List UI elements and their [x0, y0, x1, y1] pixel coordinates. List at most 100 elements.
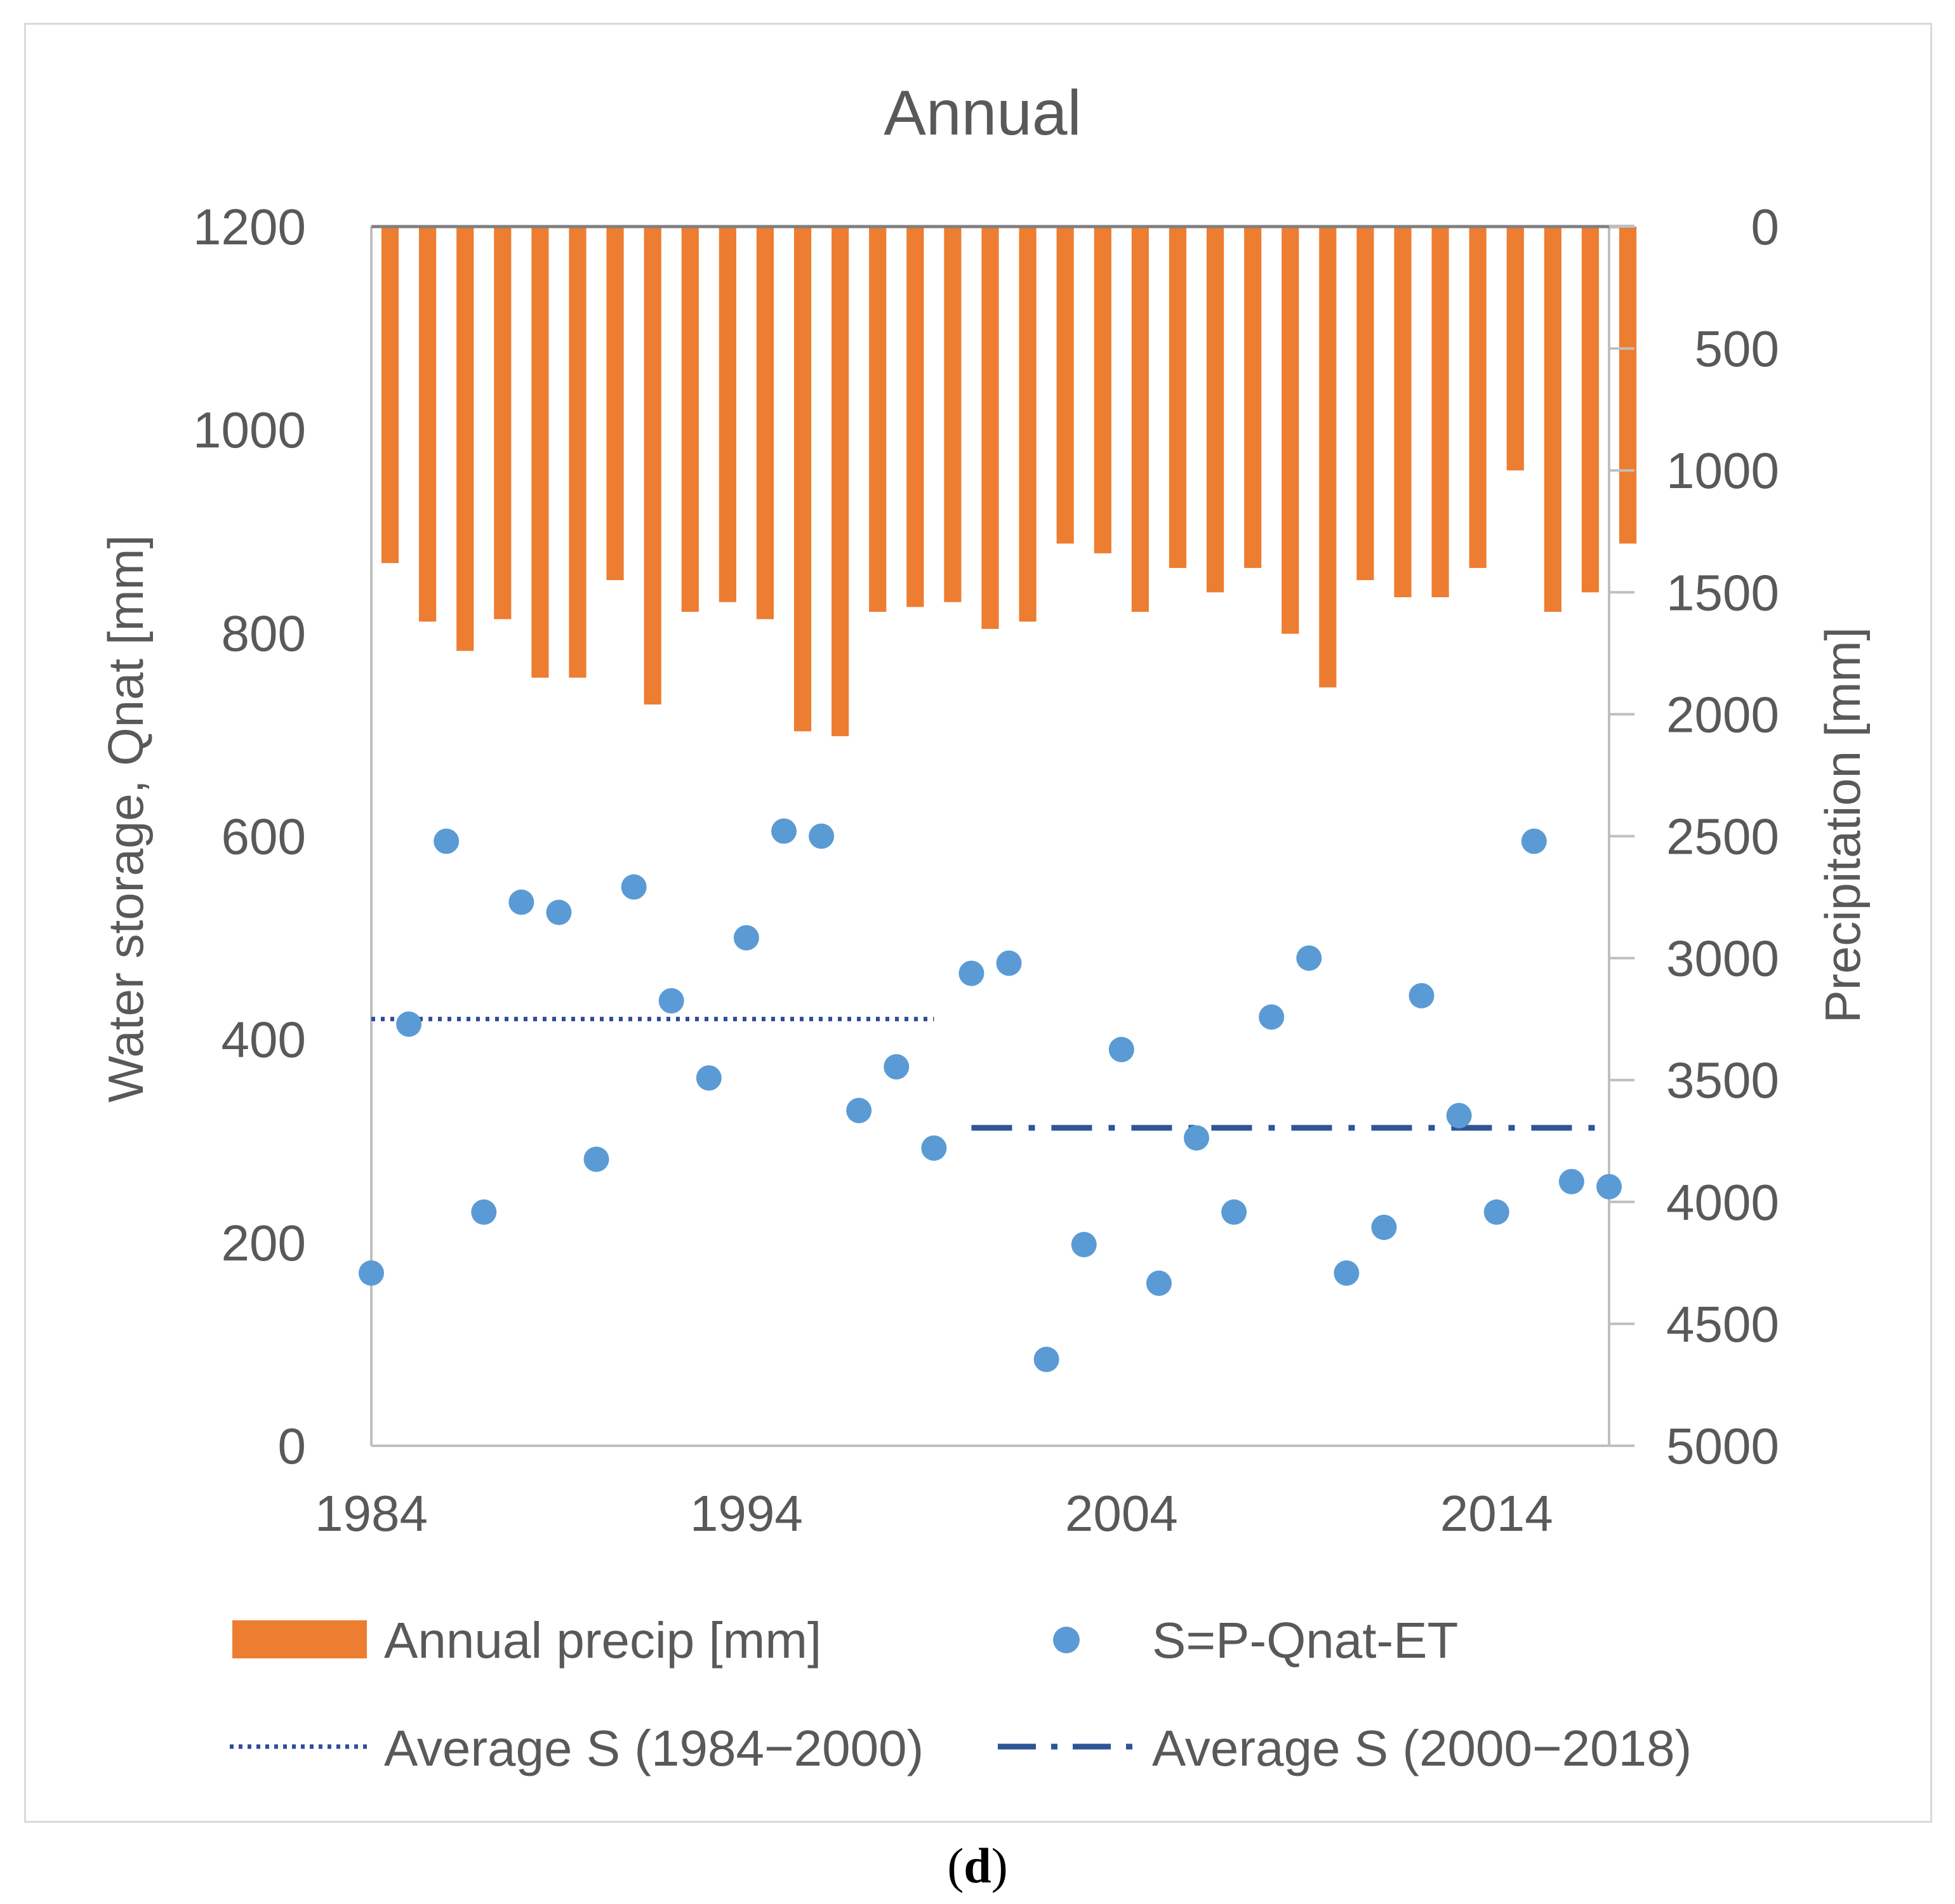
legend-bar-swatch	[232, 1620, 367, 1658]
storage-point	[696, 1065, 722, 1091]
precip-bar	[793, 227, 812, 732]
precip-bar	[644, 227, 661, 705]
x-axis-tick-label: 2004	[1065, 1485, 1178, 1542]
right-axis-tick-label: 1500	[1666, 564, 1779, 621]
precip-bar	[1131, 227, 1149, 612]
storage-point	[1033, 1346, 1059, 1372]
right-axis-tick-label: 500	[1695, 321, 1779, 377]
storage-point	[621, 874, 647, 900]
storage-point	[1334, 1260, 1360, 1286]
storage-point	[1108, 1036, 1134, 1062]
storage-point	[1483, 1199, 1509, 1225]
precip-bar	[1094, 227, 1111, 553]
x-axis-tick-label: 1984	[315, 1485, 428, 1542]
storage-point	[583, 1146, 609, 1172]
legend-scatter-swatch	[1053, 1627, 1080, 1653]
legend-label-avg2: Average S (2000−2018)	[1152, 1720, 1692, 1776]
precip-bar	[1019, 227, 1037, 622]
precip-bar	[1469, 227, 1487, 568]
right-axis-tick-label: 5000	[1666, 1418, 1779, 1474]
legend-label-avg1: Average S (1984−2000)	[384, 1720, 924, 1776]
precip-bar	[1394, 227, 1412, 597]
precip-bar	[756, 227, 774, 619]
storage-point	[958, 960, 984, 986]
precip-bar	[494, 227, 512, 619]
legend-label-storage: S=P-Qnat-ET	[1152, 1612, 1458, 1669]
storage-point	[396, 1011, 422, 1037]
storage-point	[658, 988, 684, 1014]
storage-point	[1596, 1173, 1622, 1200]
storage-point	[1071, 1232, 1097, 1258]
storage-point	[1221, 1199, 1247, 1225]
precip-bar	[869, 227, 887, 612]
precip-bar	[1506, 227, 1524, 471]
storage-point	[1371, 1214, 1397, 1240]
caption-letter: d	[964, 1838, 991, 1893]
storage-point	[771, 818, 797, 844]
storage-point	[508, 889, 534, 915]
storage-point	[884, 1054, 910, 1080]
left-axis-tick-label: 1200	[193, 199, 306, 255]
left-axis-tick-label: 600	[222, 809, 306, 865]
right-axis-tick-label: 4500	[1666, 1296, 1779, 1352]
precip-bar	[606, 227, 624, 581]
precip-bar	[1169, 227, 1187, 568]
storage-point	[846, 1097, 872, 1123]
precip-bar	[381, 227, 399, 564]
precip-bar	[531, 227, 549, 678]
storage-point	[809, 823, 835, 849]
storage-point	[471, 1199, 497, 1225]
left-axis-title: Water storage, Qnat [mm]	[98, 535, 154, 1102]
right-axis-ticks: 0 500 1000 1500 2000 2500 3000 3500 4000 4500 5000	[1609, 199, 1779, 1474]
right-axis-tick-label: 1000	[1666, 442, 1779, 499]
storage-points	[359, 818, 1622, 1372]
storage-point	[1259, 1004, 1285, 1030]
storage-point	[1558, 1168, 1584, 1194]
precip-bar	[1431, 227, 1449, 597]
precip-bar	[981, 227, 999, 629]
left-axis-tick-label: 0	[278, 1418, 307, 1474]
x-axis-tick-label: 1994	[690, 1485, 803, 1542]
left-axis-tick-label: 200	[222, 1215, 306, 1271]
right-axis-tick-label: 2000	[1666, 686, 1779, 743]
storage-point	[921, 1135, 947, 1161]
precip-bar	[906, 227, 924, 607]
precip-bar	[569, 227, 586, 678]
legend-label-precip: Annual precip [mm]	[384, 1612, 821, 1669]
right-axis-title: Precipitation [mm]	[1815, 627, 1871, 1023]
precip-bar	[681, 227, 699, 612]
figure-caption: (d)	[0, 1837, 1955, 1894]
x-axis-tick-label: 2014	[1440, 1485, 1553, 1542]
chart-title: Annual	[884, 77, 1081, 149]
precip-bar	[1282, 227, 1299, 634]
storage-point	[733, 925, 759, 951]
chart-frame	[24, 23, 1932, 1823]
precip-bar	[456, 227, 474, 651]
right-axis-tick-label: 3500	[1666, 1052, 1779, 1109]
left-axis-tick-label: 1000	[193, 402, 306, 458]
legend: Annual precip [mm] S=P-Qnat-ET Average S…	[230, 1612, 1692, 1776]
x-axis-ticks: 1984 1994 2004 2014	[315, 1485, 1553, 1542]
chart: Annual 0 200 400 600 800 1000 1200 0 500 1000 150…	[98, 77, 1871, 1776]
precip-bar	[719, 227, 736, 602]
storage-point	[1408, 982, 1435, 1008]
precip-bar	[1319, 227, 1337, 688]
precip-bar	[1056, 227, 1074, 544]
precip-bar	[1619, 227, 1637, 544]
precip-bars	[381, 227, 1637, 736]
left-axis-ticks: 0 200 400 600 800 1000 1200	[193, 199, 306, 1474]
precip-bar	[832, 227, 849, 736]
right-axis-tick-label: 2500	[1666, 809, 1779, 865]
storage-point	[1296, 945, 1322, 971]
caption-close-paren: )	[991, 1838, 1008, 1893]
left-axis-tick-label: 800	[222, 605, 306, 661]
left-axis-tick-label: 400	[222, 1012, 306, 1068]
storage-point	[359, 1260, 384, 1286]
average-lines	[371, 1017, 1609, 1131]
right-axis-tick-label: 3000	[1666, 930, 1779, 987]
storage-point	[434, 828, 460, 854]
precip-bar	[1244, 227, 1262, 568]
precip-bar	[419, 227, 437, 622]
precip-bar	[1356, 227, 1374, 581]
storage-point	[1184, 1125, 1209, 1151]
